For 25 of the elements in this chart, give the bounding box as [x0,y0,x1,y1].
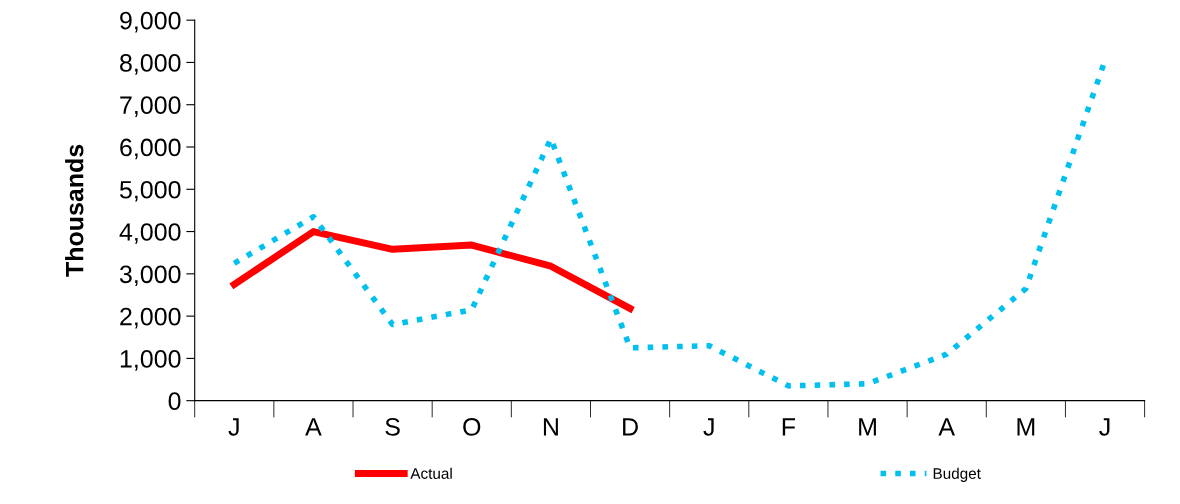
x-tick-label: S [385,418,400,436]
y-tick-label: 7,000 [120,96,181,117]
x-tick-label: F [782,418,796,436]
x-tick-label: J [1099,418,1110,436]
y-tick-label: 1,000 [120,350,181,371]
x-tick-label: A [305,418,322,436]
x-tick-label: O [463,418,481,436]
x-tick-label: M [859,418,876,436]
y-tick-label: 4,000 [119,223,181,244]
x-tick-label: D [623,418,638,436]
legend-label: Actual [410,467,452,479]
y-tick-label: 0 [168,392,181,410]
x-tick-label: J [228,418,239,436]
y-tick-label: 3,000 [119,265,181,287]
y-tick-label: 8,000 [120,54,181,75]
y-tick-label: 5,000 [119,180,181,202]
x-tick-label: J [703,418,714,436]
y-tick-label: 2,000 [120,307,181,329]
y-tick-label: 6,000 [120,138,181,160]
y-axis-title: Thousands [65,144,84,277]
x-tick-label: N [543,418,558,436]
legend-label: Budget [933,467,981,482]
x-tick-label: M [1017,418,1035,436]
y-tick-label: 9,000 [120,11,181,33]
x-tick-label: A [938,418,955,436]
